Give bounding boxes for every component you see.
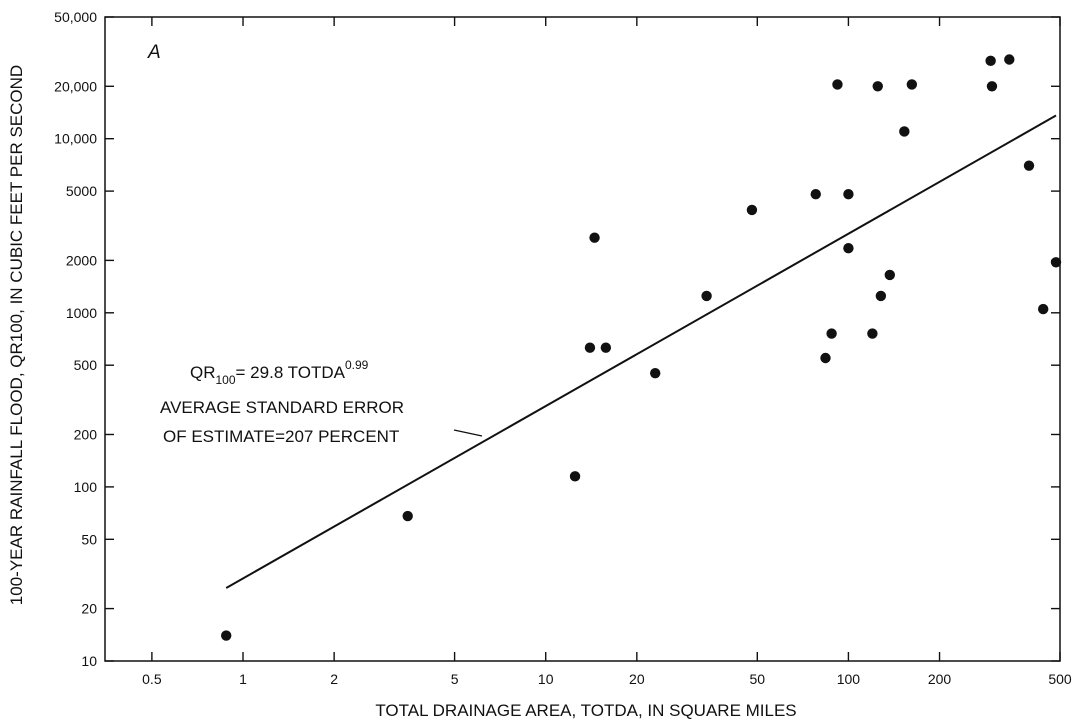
data-point	[746, 204, 758, 216]
equation-subscript: 100	[216, 373, 236, 387]
equation-superscript: 0.99	[345, 358, 369, 372]
data-point	[826, 328, 837, 339]
data-point	[402, 510, 413, 522]
data-point	[650, 367, 661, 379]
x-tick-label: 50	[750, 671, 766, 687]
x-axis-label: TOTAL DRAINAGE AREA, TOTDA, IN SQUARE MI…	[375, 701, 796, 720]
ticks-layer: 0.5 1 2 5 10 20 50 100 200 5001020501002005001000…	[54, 9, 1072, 687]
data-point	[899, 126, 910, 137]
y-tick-label: 50	[81, 531, 97, 547]
x-tick-label: 0.5	[142, 671, 162, 687]
data-point	[1050, 257, 1062, 268]
regression-line	[225, 114, 1057, 589]
x-tick-label: 10	[538, 671, 554, 687]
y-tick-label: 10,000	[54, 131, 97, 147]
data-point	[986, 81, 998, 92]
y-tick-label: 100	[74, 479, 98, 495]
panel-label: A	[147, 42, 161, 63]
y-tick-label: 2000	[66, 252, 97, 268]
data-point	[820, 352, 831, 364]
y-axis-label: 100-YEAR RAINFALL FLOOD, QR100, IN CUBIC…	[7, 65, 26, 605]
x-tick-label: 2	[330, 671, 338, 687]
y-tick-label: 50,000	[54, 9, 97, 25]
data-point	[701, 290, 712, 302]
y-tick-label: 1000	[66, 305, 97, 321]
data-point	[221, 630, 232, 641]
data-point	[1037, 303, 1049, 315]
data-point	[584, 342, 596, 353]
x-tick-label: 100	[837, 671, 861, 687]
data-point	[906, 79, 918, 90]
x-tick-label: 500	[1048, 671, 1072, 687]
data-point	[867, 328, 878, 339]
x-tick-label: 20	[629, 671, 645, 687]
annotation-line-1: AVERAGE STANDARD ERROR	[160, 398, 404, 417]
data-point	[832, 79, 843, 90]
data-point	[872, 81, 883, 92]
y-tick-label: 20	[81, 601, 97, 617]
data-point	[875, 290, 887, 302]
equation-middle: = 29.8 TOTDA	[236, 363, 346, 382]
x-tick-label: 200	[928, 671, 952, 687]
y-tick-label: 10	[81, 653, 97, 669]
y-tick-label: 200	[74, 426, 98, 442]
data-point	[589, 232, 600, 243]
data-point	[843, 242, 854, 254]
data-point	[1023, 160, 1035, 171]
x-tick-label: 1	[239, 671, 247, 687]
annotation-line-2: OF ESTIMATE=207 PERCENT	[163, 427, 399, 446]
plot-frame	[104, 16, 1061, 662]
y-tick-label: 500	[74, 357, 98, 373]
y-tick-label: 5000	[66, 183, 97, 199]
data-point	[884, 269, 896, 281]
equation-prefix: QR	[190, 363, 216, 382]
data-point	[600, 342, 612, 353]
data-point	[810, 188, 821, 200]
data-point	[1004, 54, 1015, 65]
data-point	[985, 55, 996, 67]
x-tick-label: 5	[451, 671, 459, 687]
regression-equation: QR100= 29.8 TOTDA0.99	[190, 358, 369, 387]
data-point	[843, 188, 854, 200]
data-point	[569, 471, 581, 482]
marks-layer	[221, 54, 1062, 641]
annotation-leader-line	[453, 429, 483, 437]
y-tick-label: 20,000	[54, 78, 97, 94]
